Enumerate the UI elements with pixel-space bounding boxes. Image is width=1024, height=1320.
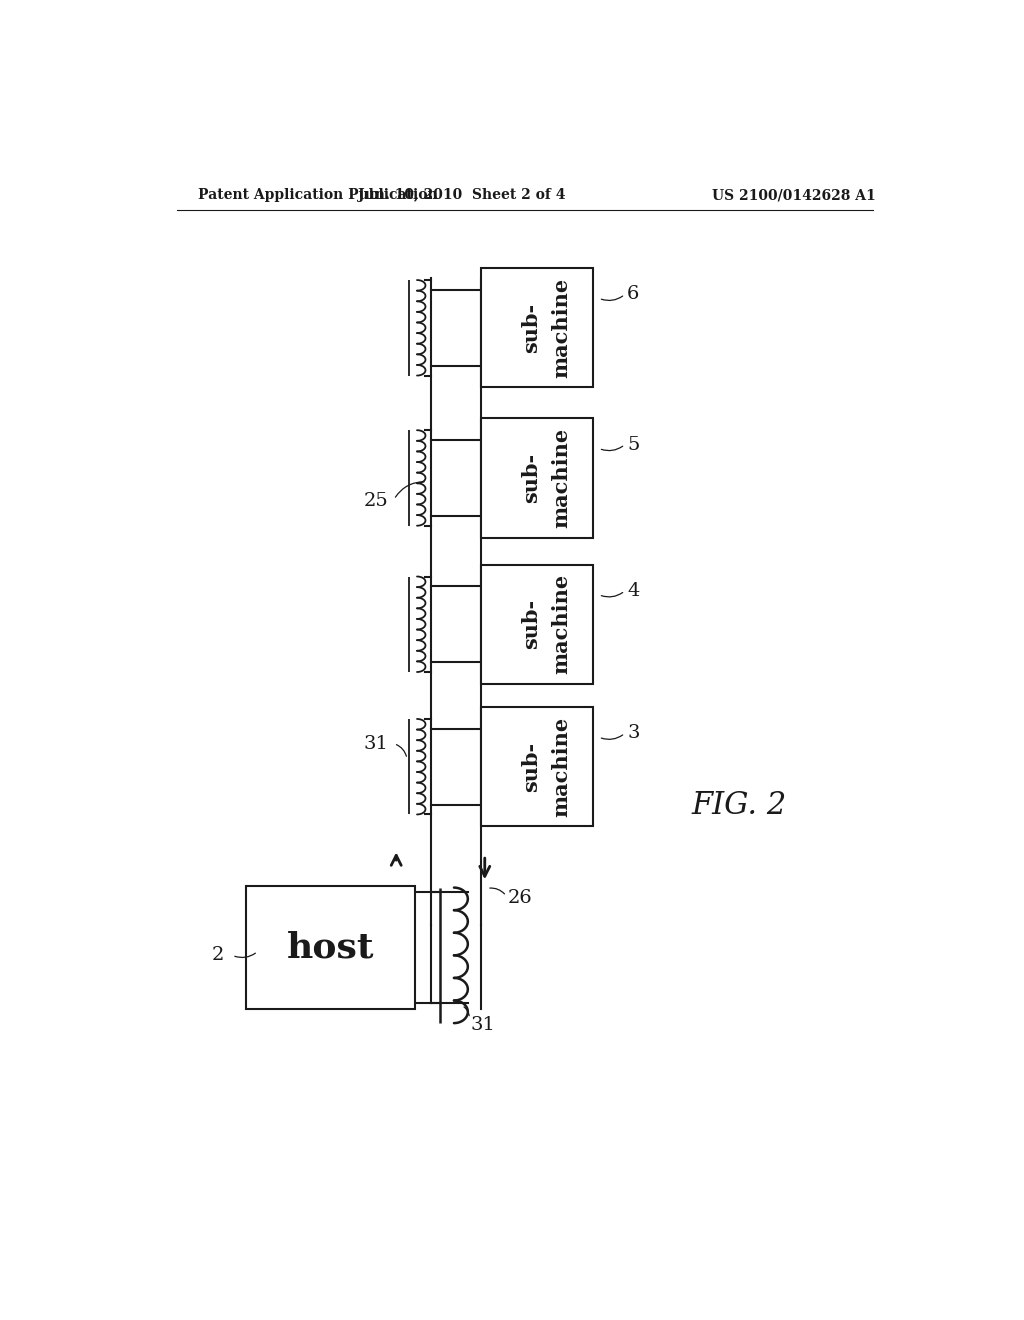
Text: 3: 3 [628, 725, 640, 742]
Text: sub-: sub- [521, 742, 541, 792]
Text: 31: 31 [471, 1015, 496, 1034]
Text: host: host [287, 931, 375, 965]
Text: US 2100/0142628 A1: US 2100/0142628 A1 [712, 189, 876, 202]
Text: machine: machine [551, 717, 571, 817]
Text: 4: 4 [628, 582, 640, 599]
Bar [481, 708, 593, 826]
Text: 2: 2 [212, 946, 224, 965]
Bar [481, 565, 593, 684]
Text: Patent Application Publication: Patent Application Publication [199, 189, 438, 202]
Text: 31: 31 [364, 735, 388, 752]
Text: Jun. 10, 2010  Sheet 2 of 4: Jun. 10, 2010 Sheet 2 of 4 [358, 189, 565, 202]
Text: 5: 5 [628, 436, 640, 454]
Text: FIG. 2: FIG. 2 [691, 789, 786, 821]
Text: sub-: sub- [521, 599, 541, 649]
Text: 6: 6 [628, 285, 640, 304]
Text: machine: machine [551, 277, 571, 378]
Bar [481, 268, 593, 388]
Bar [246, 886, 416, 1010]
Text: sub-: sub- [521, 453, 541, 503]
Text: 25: 25 [364, 492, 388, 510]
Text: machine: machine [551, 428, 571, 528]
Text: sub-: sub- [521, 302, 541, 352]
Text: machine: machine [551, 574, 571, 675]
Bar [481, 418, 593, 537]
Text: 26: 26 [508, 888, 532, 907]
